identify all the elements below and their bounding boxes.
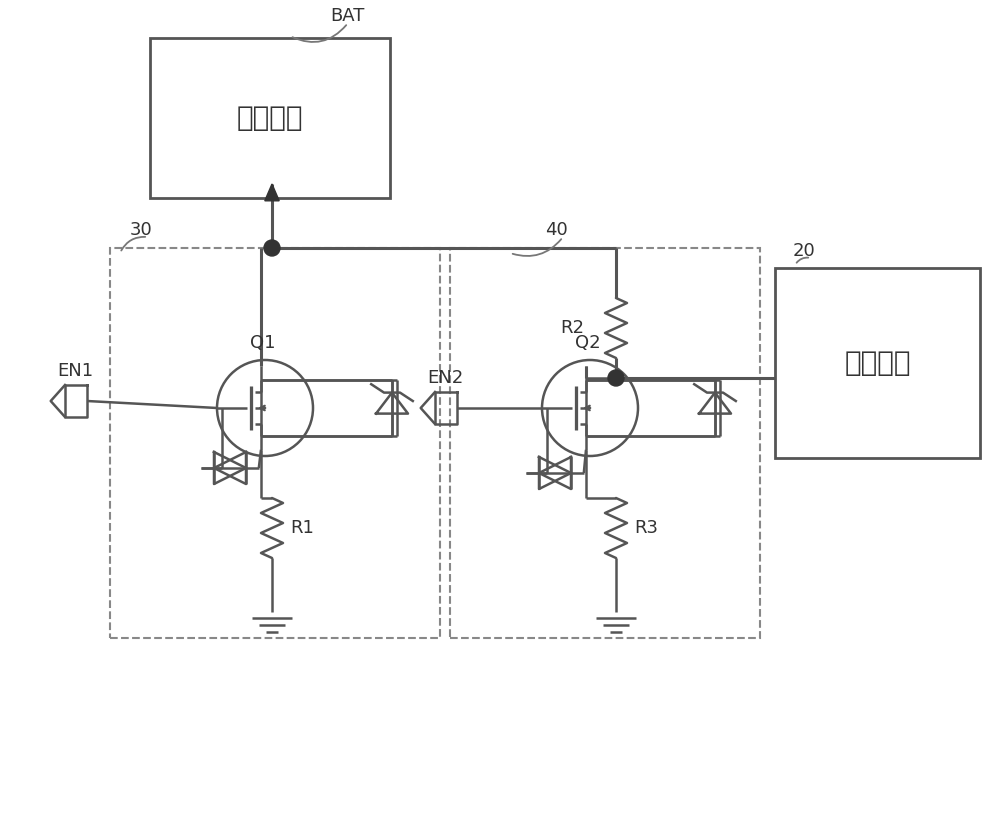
Text: Q2: Q2 [575, 334, 601, 352]
Text: BAT: BAT [330, 7, 364, 25]
Text: R2: R2 [560, 319, 584, 337]
Text: EN2: EN2 [427, 369, 463, 387]
Text: 20: 20 [793, 242, 816, 260]
Text: 40: 40 [545, 221, 568, 239]
Text: EN1: EN1 [57, 362, 93, 380]
Polygon shape [265, 184, 279, 201]
Text: 待测电池: 待测电池 [237, 104, 303, 132]
Text: 30: 30 [130, 221, 153, 239]
Text: R3: R3 [634, 519, 658, 537]
Text: Q1: Q1 [250, 334, 276, 352]
FancyBboxPatch shape [150, 38, 390, 198]
Text: R1: R1 [290, 519, 314, 537]
Circle shape [264, 240, 280, 256]
FancyBboxPatch shape [775, 268, 980, 458]
Circle shape [608, 370, 624, 386]
Text: 主控制器: 主控制器 [844, 349, 911, 377]
